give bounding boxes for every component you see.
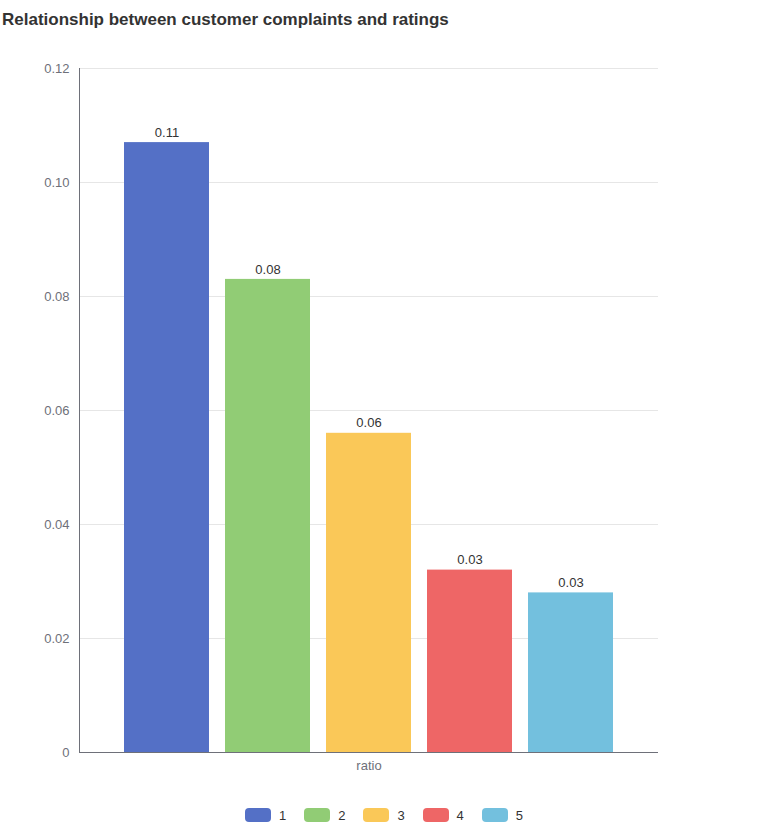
svg-text:0.03: 0.03 [457,552,482,567]
svg-text:0.11: 0.11 [155,125,179,140]
svg-text:0.08: 0.08 [44,289,69,304]
svg-text:0.06: 0.06 [356,415,381,430]
html-text:3: 3 [397,807,405,823]
svg-text:0.03: 0.03 [558,575,583,590]
svg-text:0.12: 0.12 [44,61,69,76]
svg-text:0.08: 0.08 [255,262,280,277]
html-text:4: 4 [456,807,464,823]
svg-text:0.02: 0.02 [44,631,69,646]
svg-text:ratio: ratio [356,758,381,773]
html-text:2: 2 [338,807,346,823]
html-text:5: 5 [515,807,524,823]
svg-text:0.10: 0.10 [44,175,69,190]
html-text:Relationship between customer: Relationship between customer complaints… [2,10,449,29]
svg-text:0: 0 [62,745,69,760]
html-text:1: 1 [278,807,287,823]
svg-text:0.06: 0.06 [44,403,69,418]
svg-text:0.04: 0.04 [44,517,69,532]
